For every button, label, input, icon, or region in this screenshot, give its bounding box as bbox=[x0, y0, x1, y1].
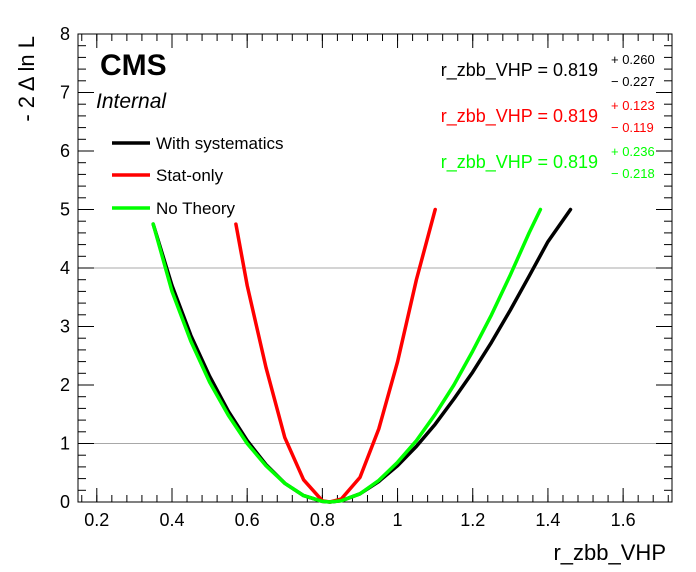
result-error-down: − 0.119 bbox=[611, 120, 654, 135]
y-tick-label: 0 bbox=[60, 492, 70, 512]
fit-results: r_zbb_VHP = 0.819 + 0.260 − 0.227 r_zbb_VHP… bbox=[441, 52, 655, 181]
y-axis-ticks: 0 1 2 3 4 5 6 7 8 bbox=[60, 24, 672, 512]
y-tick-label: 1 bbox=[60, 434, 70, 454]
legend-label: Stat-only bbox=[156, 166, 224, 185]
legend: With systematics Stat-only No Theory bbox=[112, 134, 284, 218]
result-error-up: + 0.260 bbox=[611, 52, 655, 67]
x-tick-label: 1.6 bbox=[611, 510, 636, 530]
x-axis-title: r_zbb_VHP bbox=[553, 540, 666, 565]
result-error-up: + 0.236 bbox=[611, 144, 655, 159]
y-tick-label: 5 bbox=[60, 200, 70, 220]
legend-label: With systematics bbox=[156, 134, 284, 153]
legend-label: No Theory bbox=[156, 199, 236, 218]
reference-lines bbox=[78, 267, 672, 444]
x-tick-label: 0.4 bbox=[159, 510, 184, 530]
result-value: r_zbb_VHP = 0.819 bbox=[441, 106, 598, 127]
y-tick-label: 7 bbox=[60, 83, 70, 103]
series-curve-no-theory bbox=[151, 207, 543, 504]
x-tick-label: 1.2 bbox=[460, 510, 485, 530]
experiment-label: CMS bbox=[100, 49, 167, 82]
series-curve-with-systematics bbox=[151, 207, 573, 504]
result-error-up: + 0.123 bbox=[611, 98, 655, 113]
y-tick-label: 3 bbox=[60, 317, 70, 337]
result-error-down: − 0.218 bbox=[611, 166, 655, 181]
curves bbox=[151, 207, 573, 504]
x-tick-label: 1.4 bbox=[535, 510, 560, 530]
x-tick-label: 0.2 bbox=[84, 510, 109, 530]
x-tick-label: 0.6 bbox=[235, 510, 260, 530]
y-tick-label: 4 bbox=[60, 258, 70, 278]
result-value: r_zbb_VHP = 0.819 bbox=[441, 152, 598, 173]
result-error-down: − 0.227 bbox=[611, 74, 655, 89]
y-tick-label: 2 bbox=[60, 375, 70, 395]
y-axis-title: - 2 Δ ln L bbox=[14, 36, 39, 122]
x-axis-ticks: 0.2 0.4 0.6 0.8 1 1.2 1.4 1.6 bbox=[81, 34, 669, 530]
x-tick-label: 1 bbox=[393, 510, 403, 530]
status-label: Internal bbox=[96, 90, 167, 113]
result-value: r_zbb_VHP = 0.819 bbox=[441, 60, 598, 81]
y-tick-label: 8 bbox=[60, 24, 70, 44]
y-tick-label: 6 bbox=[60, 141, 70, 161]
x-tick-label: 0.8 bbox=[310, 510, 335, 530]
